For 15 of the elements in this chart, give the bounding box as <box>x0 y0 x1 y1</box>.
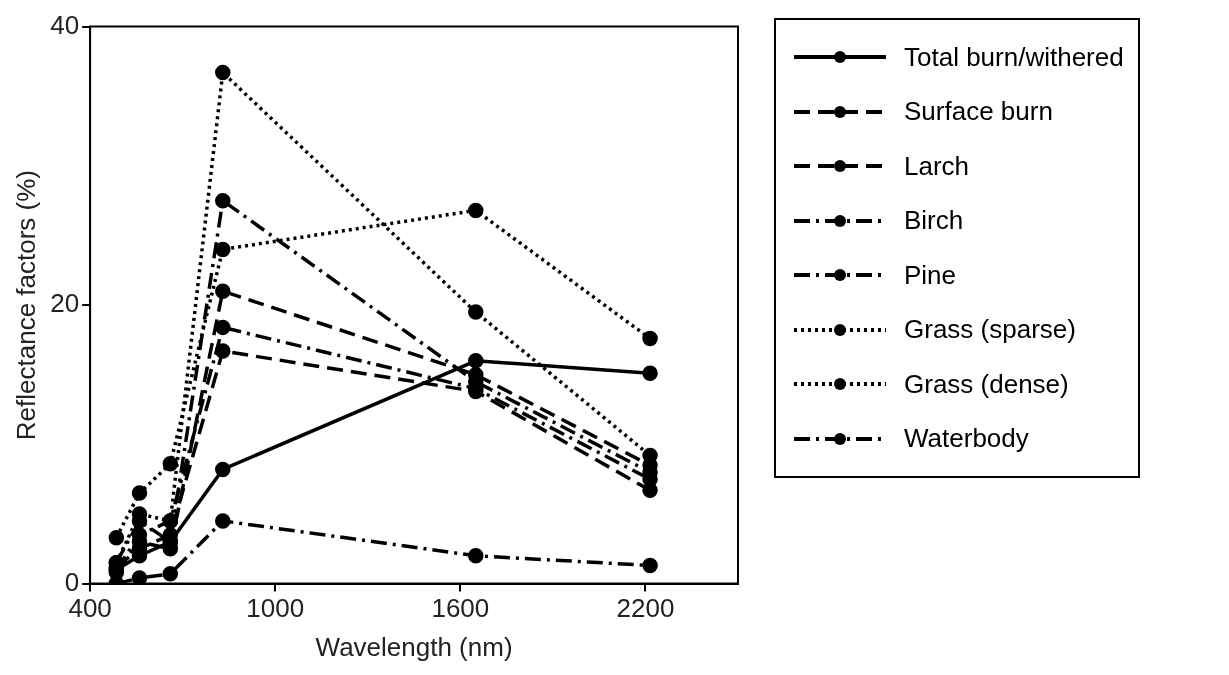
legend-label: Waterbody <box>904 423 1029 455</box>
legend-label: Pine <box>904 259 957 291</box>
y-tick-label: 20 <box>50 288 80 319</box>
legend-label: Total burn/withered <box>904 41 1124 73</box>
y-tick-label: 40 <box>50 9 80 40</box>
legend-label: Surface burn <box>904 96 1053 128</box>
x-axis-title: Wavelength (nm) <box>315 631 513 662</box>
legend-label: Larch <box>904 150 970 182</box>
x-tick-label: 2200 <box>616 593 675 624</box>
x-tick-label: 1600 <box>431 593 490 624</box>
legend-label: Birch <box>904 205 964 237</box>
y-axis-title: Reflectance factors (%) <box>10 169 41 441</box>
legend-label: Grass (dense) <box>904 368 1069 400</box>
x-tick-label: 1000 <box>246 593 305 624</box>
legend-label: Grass (sparse) <box>904 314 1076 346</box>
